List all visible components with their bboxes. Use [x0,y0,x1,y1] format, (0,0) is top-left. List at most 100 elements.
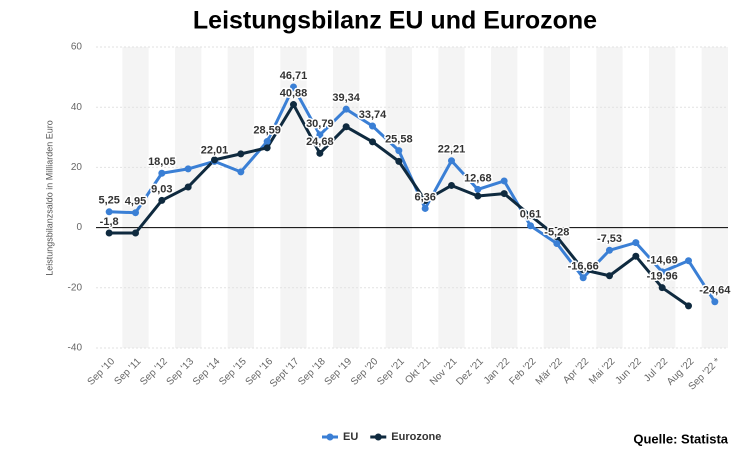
x-tick-label: Sept '17 [268,356,302,390]
data-point [316,131,324,139]
data-point [500,190,508,198]
data-point [685,257,692,265]
data-point [158,169,166,177]
y-tick-label: 20 [71,162,83,173]
data-point [290,83,297,91]
y-axis-label: Leistungsbilanzsaldo in Milliarden Euro [44,120,54,276]
legend-swatch-dot [374,433,382,441]
data-label: -19,96 [647,271,678,283]
data-point [132,229,139,237]
data-point [632,252,640,260]
data-point [105,208,113,216]
data-point [369,138,376,146]
data-point [448,157,455,165]
band-stripe [701,47,728,348]
data-label: 0,61 [520,209,541,221]
data-label: -24,64 [699,285,731,297]
x-tick-label: Jun '22 [613,356,644,387]
y-tick-label: 0 [76,222,82,233]
data-point [211,156,218,164]
x-tick-label: Sep '12 [138,356,170,388]
band-stripe [649,47,676,348]
data-label: 28,59 [253,124,281,136]
data-label: 39,34 [332,92,360,104]
data-point [474,192,482,200]
x-tick-label: Feb '22 [507,356,538,387]
data-label: 12,68 [464,172,492,184]
band-stripe [543,47,570,348]
legend-swatch-dot [326,433,334,441]
x-tick-label: Sep '20 [349,356,381,388]
data-point [421,204,429,212]
chart-title: Leistungsbilanz EU und Eurozone [193,7,597,35]
y-tick-label: -20 [68,282,83,293]
data-label: -1,8 [100,216,119,228]
band-stripe [333,47,360,348]
data-point [105,229,113,237]
data-point [342,105,350,113]
data-point [263,144,271,152]
x-tick-label: Dez '21 [454,356,486,388]
data-label: 22,01 [201,144,229,156]
x-tick-label: Sep '19 [323,356,355,388]
x-tick-label: Sep '21 [375,356,407,388]
band-stripe [175,47,202,348]
data-point [395,147,403,155]
legend-label: Eurozone [391,431,441,443]
data-point [290,101,297,109]
data-label: 4,95 [125,196,146,208]
band-stripe [596,47,623,348]
data-point [316,149,324,157]
legend-label: EU [343,431,358,443]
x-tick-label: Nov '21 [428,356,460,388]
data-point [263,138,271,146]
data-point [553,239,561,247]
data-point [606,246,613,254]
x-tick-label: Mär '22 [534,356,565,387]
data-point [606,272,613,280]
data-point [184,165,192,173]
data-label: -5,28 [544,226,569,238]
data-point [342,123,350,131]
data-point [711,298,719,306]
data-point [632,239,640,247]
y-tick-label: 60 [71,42,83,53]
x-tick-label: Apr '22 [561,356,591,386]
data-point [184,183,192,191]
band-stripe [227,47,254,348]
data-label: 46,71 [280,70,308,82]
data-point [658,284,666,292]
x-tick-label: Sep '13 [165,356,197,388]
data-label: -16,66 [568,261,599,273]
data-point [395,157,403,165]
data-point [685,302,692,310]
data-point [421,197,429,205]
x-tick-label: Sep '18 [296,356,328,388]
data-label: 9,03 [151,183,172,195]
band-stripe [385,47,412,348]
data-label: 6,36 [414,191,435,203]
data-label: 40,88 [280,87,308,99]
data-point [132,209,139,217]
data-point [553,233,561,241]
band-stripe [438,47,465,348]
data-label: 5,25 [98,195,119,207]
data-point [658,268,666,276]
data-point [237,150,245,158]
x-tick-label: Sep '11 [112,356,143,387]
data-point [579,274,587,282]
data-label: 18,05 [148,156,176,168]
data-label: -14,69 [647,255,678,267]
data-label: 25,58 [385,134,413,146]
x-tick-label: Mai '22 [587,356,618,387]
x-tick-label: Sep '14 [191,356,223,388]
data-label: 24,68 [306,136,334,148]
data-point [474,185,482,193]
y-tick-label: 40 [71,102,83,113]
x-tick-label: Sep '15 [217,356,249,388]
data-point [579,266,587,274]
data-point [237,168,245,176]
data-label: 33,74 [359,109,387,121]
data-point [527,212,534,220]
